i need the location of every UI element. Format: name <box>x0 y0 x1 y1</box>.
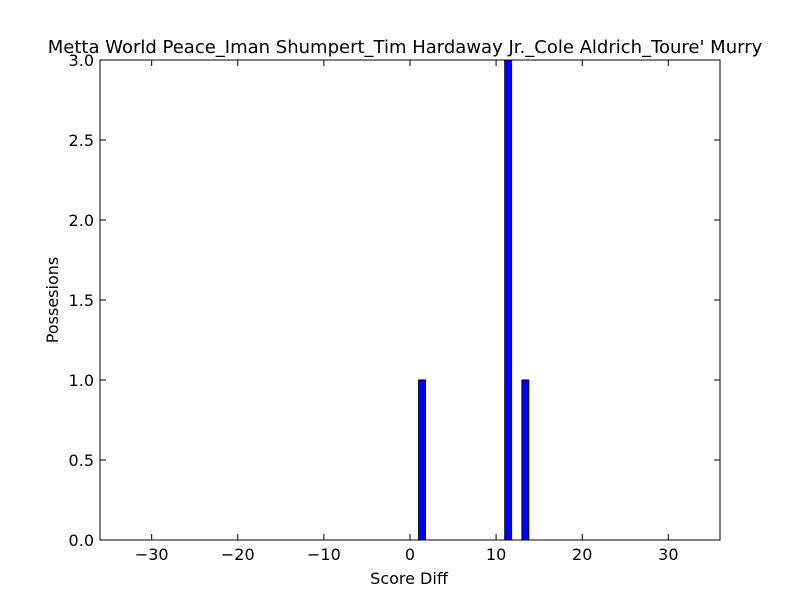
bar <box>418 379 427 541</box>
x-tick-label: −20 <box>221 545 255 564</box>
bar <box>521 379 530 541</box>
y-tick-label: 1.0 <box>69 371 94 390</box>
x-tick-label: 30 <box>658 545 678 564</box>
x-axis-label: Score Diff <box>370 569 449 588</box>
y-tick-label: 0.0 <box>69 531 94 550</box>
chart-title: Metta World Peace_Iman Shumpert_Tim Hard… <box>48 37 763 58</box>
y-axis-ticks: 0.0 0.5 1.0 1.5 2.0 2.5 3.0 <box>69 51 720 550</box>
x-tick-label: 20 <box>572 545 592 564</box>
bar <box>504 59 513 541</box>
y-tick-label: 2.0 <box>69 211 94 230</box>
y-tick-label: 2.5 <box>69 131 94 150</box>
x-tick-label: −30 <box>135 545 169 564</box>
x-tick-label: 10 <box>486 545 506 564</box>
y-tick-label: 3.0 <box>69 51 94 70</box>
y-tick-label: 0.5 <box>69 451 94 470</box>
x-axis-ticks: −30 −20 −10 0 10 20 30 <box>135 60 679 564</box>
y-axis-label: Possesions <box>43 257 62 343</box>
x-tick-label: −10 <box>307 545 341 564</box>
y-tick-label: 1.5 <box>69 291 94 310</box>
bars-group <box>418 59 530 541</box>
plot-frame <box>99 59 721 541</box>
x-tick-label: 0 <box>405 545 415 564</box>
